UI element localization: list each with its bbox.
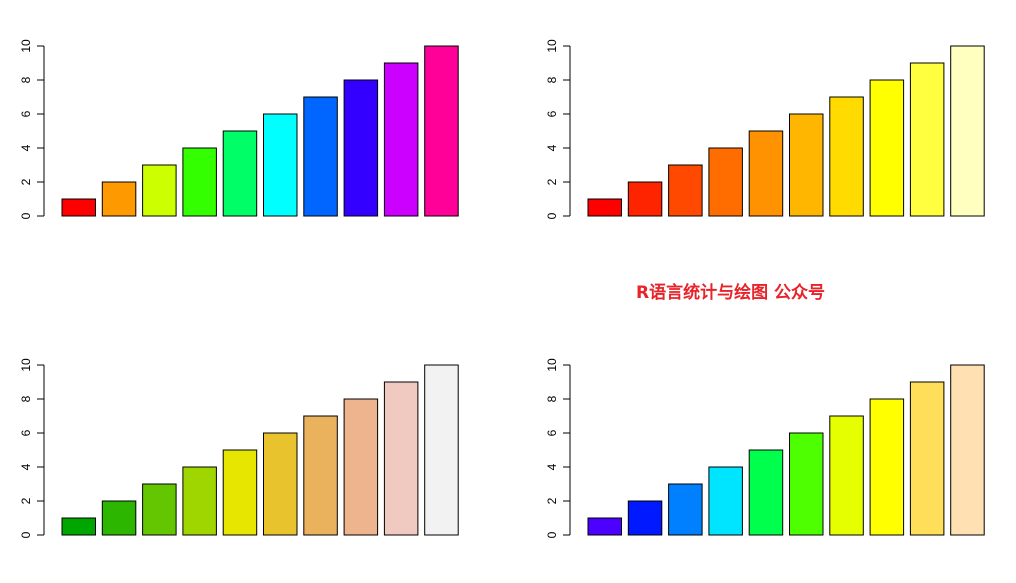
chart-panel-2: 0 2 4 6 8 10: [545, 39, 985, 219]
bar-3: [668, 483, 703, 536]
y-tick-label: 6: [545, 110, 559, 117]
bar-7: [829, 415, 864, 536]
bar-9: [909, 381, 945, 536]
y-tick-label: 4: [19, 144, 33, 151]
bar-8: [869, 398, 905, 536]
y-tick-label: 0: [545, 212, 559, 219]
bar-4: [708, 147, 743, 217]
bar-8: [869, 79, 905, 217]
bar-5: [222, 449, 258, 536]
bar-4: [708, 466, 743, 536]
y-tick-label: 10: [545, 358, 559, 372]
bar-5: [748, 130, 784, 217]
bar-1: [587, 517, 622, 536]
watermark-text: R语言统计与绘图 公众号: [636, 283, 826, 303]
y-tick-label: 2: [545, 497, 559, 504]
y-tick-label: 6: [545, 429, 559, 436]
bar-9: [909, 62, 945, 217]
y-tick-label: 8: [19, 76, 33, 83]
bar-7: [303, 96, 338, 217]
y-tick-label: 8: [545, 76, 559, 83]
bar-5: [748, 449, 784, 536]
bar-9: [383, 62, 419, 217]
bar-3: [668, 164, 703, 217]
bar-9: [383, 381, 419, 536]
y-tick-label: 2: [545, 178, 559, 185]
bar-6: [263, 432, 298, 536]
y-tick-label: 8: [545, 395, 559, 402]
bar-10: [950, 364, 985, 536]
y-tick-label: 0: [19, 531, 33, 538]
y-tick-label: 10: [19, 39, 33, 53]
bar-2: [627, 181, 663, 217]
bar-4: [182, 466, 217, 536]
y-tick-label: 4: [19, 463, 33, 470]
bar-7: [829, 96, 864, 217]
bar-10: [424, 364, 459, 536]
bar-8: [343, 398, 379, 536]
bar-10: [950, 45, 985, 217]
bar-3: [142, 483, 177, 536]
bar-5: [222, 130, 258, 217]
bar-1: [61, 198, 96, 217]
y-tick-label: 4: [545, 144, 559, 151]
bar-7: [303, 415, 338, 536]
chart-panel-4: 0 2 4 6 8 10: [545, 358, 985, 538]
y-tick-label: 10: [545, 39, 559, 53]
bar-1: [587, 198, 622, 217]
y-tick-label: 6: [19, 429, 33, 436]
y-tick-label: 4: [545, 463, 559, 470]
bar-8: [343, 79, 379, 217]
bar-4: [182, 147, 217, 217]
y-tick-label: 2: [19, 497, 33, 504]
y-tick-label: 2: [19, 178, 33, 185]
y-tick-label: 10: [19, 358, 33, 372]
bar-1: [61, 517, 96, 536]
bar-2: [101, 181, 137, 217]
bar-10: [424, 45, 459, 217]
bar-6: [789, 432, 824, 536]
bar-2: [627, 500, 663, 536]
bar-6: [789, 113, 824, 217]
y-tick-label: 0: [19, 212, 33, 219]
chart-panel-1: 0 2 4 6 8 10: [19, 39, 459, 219]
y-tick-label: 0: [545, 531, 559, 538]
y-tick-label: 6: [19, 110, 33, 117]
bar-3: [142, 164, 177, 217]
chart-panel-3: 0 2 4 6 8 10: [19, 358, 459, 538]
bar-6: [263, 113, 298, 217]
y-tick-label: 8: [19, 395, 33, 402]
bar-2: [101, 500, 137, 536]
